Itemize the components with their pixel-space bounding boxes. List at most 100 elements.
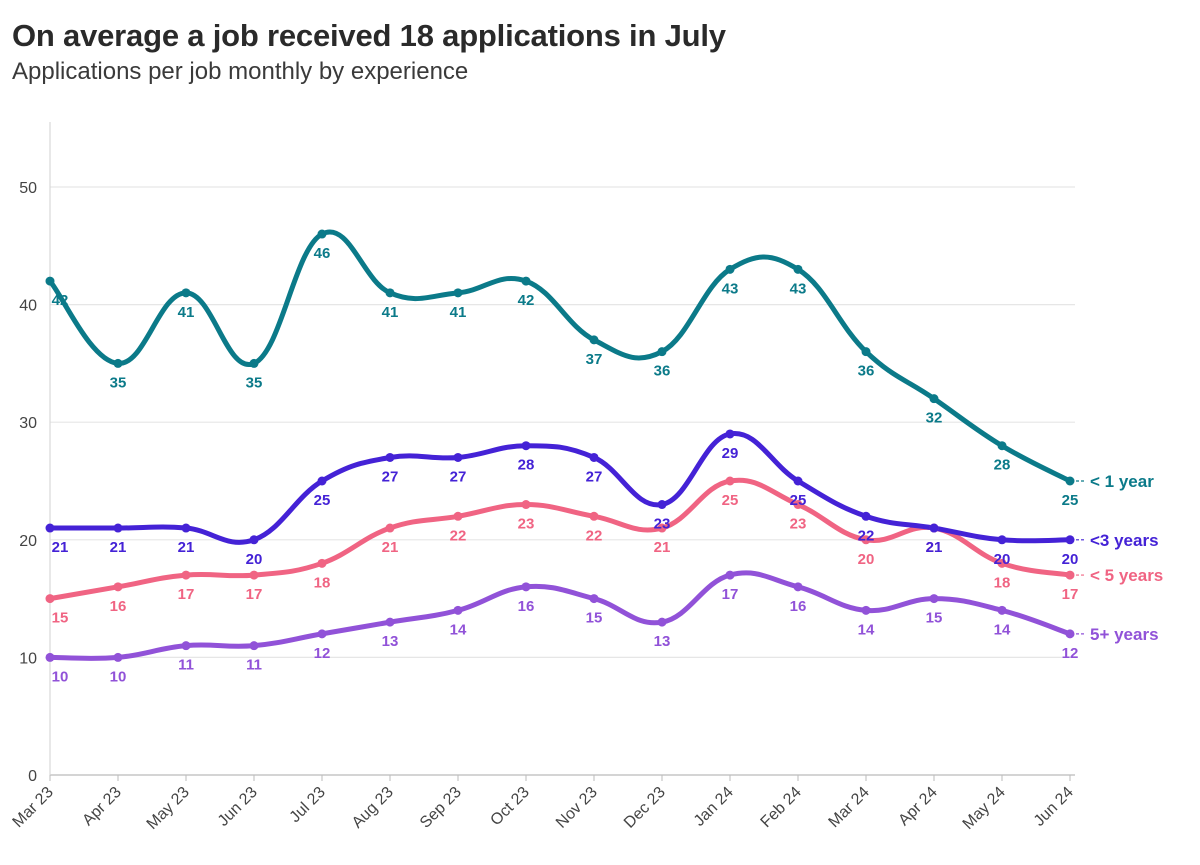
data-labels: 10 10 11 11 12 13 14 16 15 13 17 16 14 15 14 12 15 16 17 17… xyxy=(52,245,1079,685)
x-tick-label: Jul 23 xyxy=(287,784,329,826)
data-point xyxy=(521,441,531,451)
data-label: 18 xyxy=(314,574,331,591)
data-label: 16 xyxy=(110,598,127,615)
data-point xyxy=(181,570,191,580)
data-point xyxy=(997,605,1007,615)
data-point xyxy=(181,641,191,651)
data-point xyxy=(317,629,327,639)
data-label: 12 xyxy=(1062,645,1079,662)
data-point xyxy=(997,441,1007,451)
data-label: 25 xyxy=(790,492,807,509)
data-point xyxy=(657,347,667,357)
data-label: 27 xyxy=(450,468,467,485)
data-label: 42 xyxy=(518,292,535,309)
x-tick-label: Oct 23 xyxy=(487,784,532,829)
data-point xyxy=(249,358,259,368)
series-line xyxy=(47,229,1073,484)
data-label: 37 xyxy=(586,351,603,368)
data-point xyxy=(793,264,803,274)
data-label: 13 xyxy=(382,633,399,650)
data-label: 27 xyxy=(586,468,603,485)
data-point xyxy=(725,570,735,580)
data-label: 22 xyxy=(858,527,875,544)
x-tick-label: Mar 23 xyxy=(10,784,57,831)
x-tick-label: Jan 24 xyxy=(691,784,737,830)
data-point xyxy=(589,511,599,521)
data-label: 28 xyxy=(994,457,1011,474)
data-point xyxy=(793,500,803,510)
series-end-label: 5+ years xyxy=(1090,625,1159,644)
x-tick-label: Feb 24 xyxy=(758,784,805,831)
data-label: 10 xyxy=(110,668,127,685)
data-point xyxy=(45,276,55,286)
data-label: 15 xyxy=(586,610,603,627)
data-label: 23 xyxy=(518,516,535,533)
data-label: 14 xyxy=(858,621,875,638)
data-point xyxy=(113,582,123,592)
data-label: 11 xyxy=(178,657,194,674)
data-point xyxy=(249,641,259,651)
data-point xyxy=(1065,629,1075,639)
series-end-label: < 1 year xyxy=(1090,472,1154,491)
data-label: 14 xyxy=(450,621,467,638)
data-label: 23 xyxy=(790,516,807,533)
x-tick-label: Apr 24 xyxy=(895,784,940,829)
data-label: 28 xyxy=(518,457,535,474)
x-tick-label: Dec 23 xyxy=(621,784,669,832)
data-point xyxy=(1065,476,1075,486)
data-label: 21 xyxy=(654,539,671,556)
series-line xyxy=(47,570,1073,661)
data-label: 13 xyxy=(654,633,671,650)
x-tick-label: May 24 xyxy=(960,784,1009,833)
x-tick-label: May 23 xyxy=(144,784,193,833)
data-point xyxy=(929,394,939,404)
data-label: 18 xyxy=(994,574,1011,591)
data-label: 29 xyxy=(722,445,739,462)
data-label: 11 xyxy=(246,657,262,674)
chart-subtitle: Applications per job monthly by experien… xyxy=(12,58,469,85)
data-label: 15 xyxy=(52,610,69,627)
data-label: 10 xyxy=(52,668,69,685)
data-label: 36 xyxy=(858,363,875,380)
data-label: 17 xyxy=(178,586,195,603)
data-point xyxy=(657,617,667,627)
data-label: 12 xyxy=(314,645,331,662)
data-label: 25 xyxy=(314,492,331,509)
x-tick-label: Jun 24 xyxy=(1031,784,1077,830)
data-point xyxy=(657,500,667,510)
data-label: 20 xyxy=(1062,551,1079,568)
data-label: 21 xyxy=(110,539,127,556)
data-point xyxy=(453,452,463,462)
chart-title: On average a job received 18 application… xyxy=(12,18,726,53)
grid-lines xyxy=(50,186,1075,776)
data-point xyxy=(589,335,599,345)
data-point xyxy=(45,523,55,533)
data-label: 21 xyxy=(382,539,399,556)
axes: 0 10 20 30 40 50 Mar 23 Apr 23 May 23 Jun 23 Jul 2… xyxy=(10,122,1077,833)
data-point xyxy=(453,511,463,521)
data-point xyxy=(725,476,735,486)
data-label: 35 xyxy=(110,374,127,391)
data-label: 35 xyxy=(246,374,263,391)
data-point xyxy=(521,582,531,592)
x-tick-label: Mar 24 xyxy=(826,784,873,831)
series-end-label: < 5 years xyxy=(1090,566,1163,585)
x-tick-label: Jun 23 xyxy=(215,784,261,830)
data-point xyxy=(181,523,191,533)
data-label: 41 xyxy=(178,304,195,321)
data-point xyxy=(317,229,327,239)
data-point xyxy=(793,582,803,592)
data-point xyxy=(997,535,1007,545)
data-point xyxy=(385,452,395,462)
x-tick-label: Apr 23 xyxy=(79,784,124,829)
data-label: 41 xyxy=(382,304,399,321)
data-point xyxy=(861,535,871,545)
data-label: 36 xyxy=(654,363,671,380)
data-label: 43 xyxy=(722,280,739,297)
data-label: 21 xyxy=(52,539,69,556)
data-label: 15 xyxy=(926,610,943,627)
data-point xyxy=(45,652,55,662)
data-label: 32 xyxy=(926,410,943,427)
series-lines xyxy=(47,229,1073,661)
